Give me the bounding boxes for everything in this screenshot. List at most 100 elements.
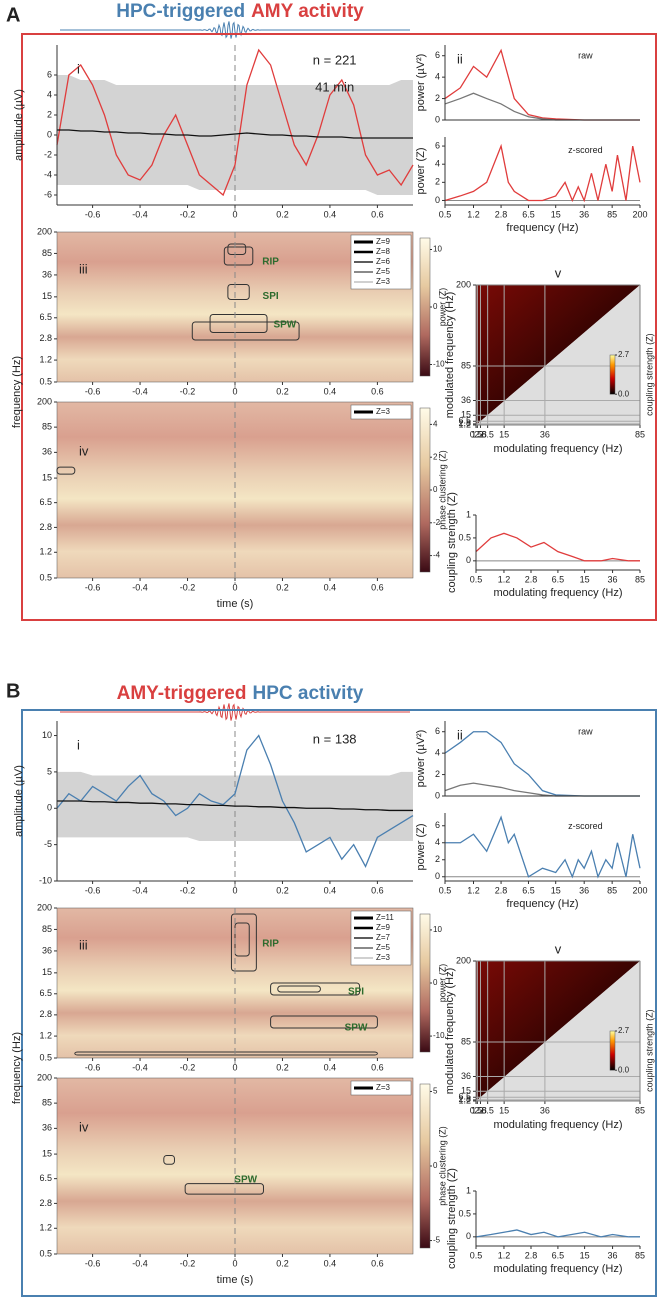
contour xyxy=(230,913,257,972)
annotation: z-scored xyxy=(568,145,603,155)
x-tick-label: -0.6 xyxy=(85,386,101,396)
contour-legend-label: Z=11 xyxy=(376,913,394,922)
contour xyxy=(163,1154,175,1165)
x-tick-label: 0 xyxy=(232,209,237,219)
colorbar-label: phase clustering (Z) xyxy=(437,450,447,530)
x-tick-label: -0.4 xyxy=(132,582,148,592)
x-tick-label: 85 xyxy=(635,1250,645,1260)
x-tick-label: 2.8 xyxy=(474,429,487,439)
annotation: raw xyxy=(578,51,593,61)
y-tick-label: 85 xyxy=(461,1036,471,1046)
y-tick-label: 0.5 xyxy=(39,1052,52,1062)
y-tick-label: 2.8 xyxy=(458,1094,471,1104)
y-tick-label: 6 xyxy=(435,820,440,830)
y-tick-label: 0.5 xyxy=(39,1248,52,1258)
annotation: RIP xyxy=(262,257,279,268)
y-tick-label: 4 xyxy=(435,837,440,847)
colorbar xyxy=(419,913,431,1053)
x-tick-label: -0.6 xyxy=(85,1258,101,1268)
data-line xyxy=(445,815,641,879)
y-tick-label: 6.5 xyxy=(39,497,52,507)
y-tick-label: 1.2 xyxy=(39,1030,52,1040)
x-tick-label: 36 xyxy=(540,429,550,439)
panel-title: HPC-triggered AMY activity xyxy=(116,1,364,22)
y-tick-label: 15 xyxy=(42,1148,52,1158)
y-axis-label: modulated frequency (Hz) xyxy=(444,968,456,1095)
x-tick-label: 0.6 xyxy=(371,1062,384,1072)
y-tick-label: 4 xyxy=(435,72,440,82)
annotation: raw xyxy=(578,727,593,737)
x-tick-label: 0.5 xyxy=(470,574,483,584)
panel-title: AMY-triggered HPC activity xyxy=(117,683,364,704)
title-part: AMY-triggered xyxy=(117,683,247,704)
x-axis-label: time (s) xyxy=(217,598,254,610)
x-tick-label: 0.4 xyxy=(324,885,337,895)
x-tick-label: -0.6 xyxy=(85,885,101,895)
x-tick-label: 0.2 xyxy=(276,582,289,592)
colorbar-tick-label: 10 xyxy=(433,925,442,934)
colorbar-tick-label: 2 xyxy=(433,452,438,461)
colorbar-tick-label: 0 xyxy=(433,302,438,311)
x-tick-label: 0 xyxy=(232,1062,237,1072)
x-tick-label: 0.5 xyxy=(470,1105,483,1115)
contour-legend xyxy=(350,404,412,420)
colorbar-tick-label: 4 xyxy=(433,420,438,429)
y-tick-label: 0.5 xyxy=(39,376,52,386)
x-tick-label: 85 xyxy=(635,1105,645,1115)
x-tick-label: 36 xyxy=(579,885,589,895)
x-tick-label: -0.2 xyxy=(180,885,196,895)
contour xyxy=(191,321,300,341)
y-tick-label: 85 xyxy=(461,360,471,370)
x-tick-label: 0.5 xyxy=(470,429,483,439)
x-tick-label: -0.2 xyxy=(180,209,196,219)
y-tick-label: 2 xyxy=(47,109,52,119)
y-tick-label: 4 xyxy=(435,748,440,758)
x-tick-label: 6.5 xyxy=(481,1105,494,1115)
x-tick-label: -0.4 xyxy=(132,1062,148,1072)
y-axis-label: coupling strength (Z) xyxy=(446,1168,458,1269)
annotation: n = 221 xyxy=(313,52,357,67)
colorbar-label: power (Z) xyxy=(437,288,447,327)
x-tick-label: 2.8 xyxy=(495,209,508,219)
data-line xyxy=(57,800,413,812)
colorbar-label: coupling strength (Z) xyxy=(644,333,654,416)
y-tick-label: -10 xyxy=(39,875,52,885)
x-tick-label: 15 xyxy=(551,885,561,895)
colorbar-tick-label: -5 xyxy=(433,1236,441,1245)
x-axis-label: frequency (Hz) xyxy=(506,898,578,910)
x-tick-label: 1.2 xyxy=(471,1105,484,1115)
y-tick-label: 36 xyxy=(461,1071,471,1081)
x-tick-label: 6.5 xyxy=(522,885,535,895)
y-tick-label: 6.5 xyxy=(39,1173,52,1183)
contour xyxy=(56,466,76,475)
x-tick-label: 36 xyxy=(608,574,618,584)
x-tick-label: 1.2 xyxy=(498,1250,511,1260)
x-tick-label: -0.6 xyxy=(85,582,101,592)
annotation: SPW xyxy=(234,1175,257,1186)
x-tick-label: 0.2 xyxy=(276,1062,289,1072)
data-line xyxy=(444,782,640,797)
data-line xyxy=(444,48,640,121)
panel-letter: A xyxy=(6,4,20,26)
heatmap xyxy=(56,1077,414,1255)
annotation: z-scored xyxy=(568,821,603,831)
x-tick-label: 0 xyxy=(232,1258,237,1268)
contour-legend-label: Z=5 xyxy=(376,267,391,276)
x-tick-label: 36 xyxy=(540,1105,550,1115)
contour xyxy=(227,243,247,255)
x-tick-label: 0.4 xyxy=(324,1062,337,1072)
colorbar-tick-label: 0 xyxy=(433,1161,438,1170)
x-tick-label: 36 xyxy=(579,209,589,219)
y-tick-label: 0 xyxy=(47,129,52,139)
x-tick-label: 85 xyxy=(607,885,617,895)
heatmap xyxy=(56,401,414,579)
contour-legend-label: Z=9 xyxy=(376,923,391,932)
colorbar-tick-label: -10 xyxy=(433,1031,445,1040)
panel-border xyxy=(21,33,657,621)
y-tick-label: 200 xyxy=(456,955,471,965)
contour-legend-label: Z=3 xyxy=(376,277,391,286)
x-tick-label: 85 xyxy=(607,209,617,219)
x-tick-label: 6.5 xyxy=(552,574,565,584)
colorbar-tick-label: -10 xyxy=(433,360,445,369)
